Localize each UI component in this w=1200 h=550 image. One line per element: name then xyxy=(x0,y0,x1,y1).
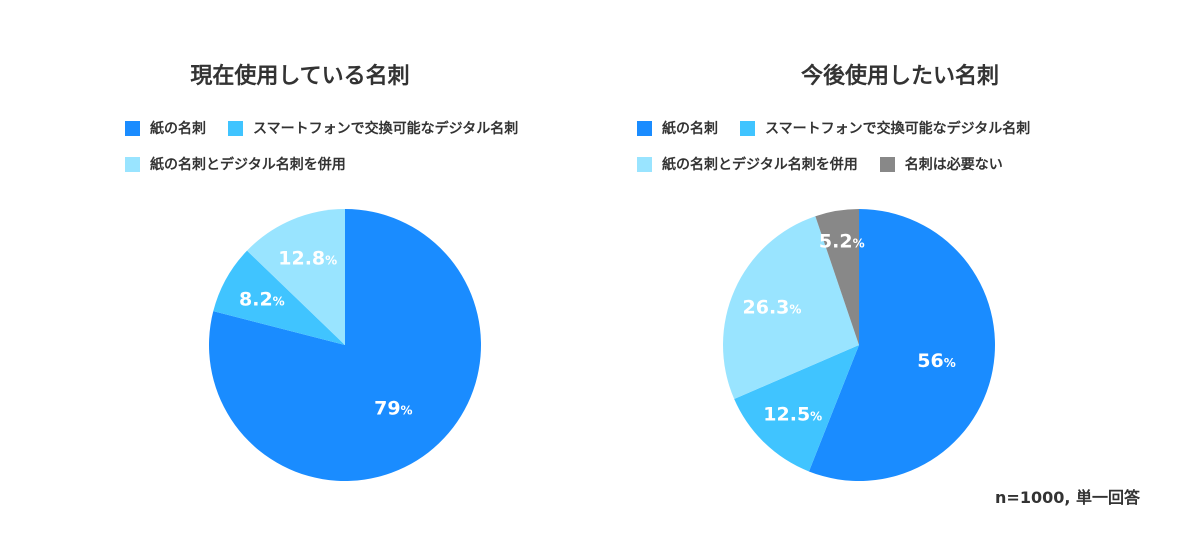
legend-item-paper: 紙の名刺 xyxy=(125,118,206,138)
chart-panel-current: 現在使用している名刺 紙の名刺 スマートフォンで交換可能なデジタル名刺 紙の名刺… xyxy=(125,64,595,481)
legend-row: 紙の名刺 スマートフォンで交換可能なデジタル名刺 xyxy=(125,118,595,138)
legend-label: スマートフォンで交換可能なデジタル名刺 xyxy=(765,121,1031,137)
legend-item-paper: 紙の名刺 xyxy=(637,118,718,138)
legend-swatch xyxy=(740,120,755,136)
chart-title: 今後使用したい名刺 xyxy=(800,64,999,89)
pie-chart-current: 79% 8.2% 12.8% xyxy=(209,209,481,481)
pie-slice-label: 8.2% xyxy=(239,289,285,311)
pie-slice xyxy=(723,216,859,400)
pie-slice xyxy=(213,250,345,345)
chart-title: 現在使用している名刺 xyxy=(190,64,410,89)
legend-swatch xyxy=(637,156,652,172)
legend-item-digital: スマートフォンで交換可能なデジタル名刺 xyxy=(740,118,1030,138)
legend-label: 紙の名刺 xyxy=(150,121,206,137)
pie-slice-label: 12.8% xyxy=(278,247,337,269)
legend-item-none: 名刺は必要ない xyxy=(879,154,1003,174)
legend-label: 紙の名刺とデジタル名刺を併用 xyxy=(662,157,858,173)
pie-slice-label: 26.3% xyxy=(743,296,802,318)
legend-row: 紙の名刺とデジタル名刺を併用 名刺は必要ない xyxy=(637,154,1107,174)
pie-slice xyxy=(815,209,859,345)
pie-chart-future: 56% 12.5% 26.3% 5.2% xyxy=(723,209,995,481)
chart-panel-future: 今後使用したい名刺 紙の名刺 スマートフォンで交換可能なデジタル名刺 紙の名刺と… xyxy=(600,0,1200,550)
legend-row: 紙の名刺とデジタル名刺を併用 xyxy=(125,154,595,174)
legend-swatch xyxy=(125,120,140,136)
pie-slice-label: 12.5% xyxy=(763,403,822,425)
legend-item-digital: スマートフォンで交換可能なデジタル名刺 xyxy=(228,118,518,138)
legend: 紙の名刺 スマートフォンで交換可能なデジタル名刺 紙の名刺とデジタル名刺を併用 xyxy=(125,118,595,190)
legend-swatch xyxy=(637,120,652,136)
pie-slice-label: 5.2% xyxy=(819,230,865,252)
legend-label: スマートフォンで交換可能なデジタル名刺 xyxy=(253,121,519,137)
pie-slice xyxy=(808,209,995,481)
pie-slice xyxy=(734,345,859,472)
pie-slice-label: 79% xyxy=(374,397,412,419)
legend-swatch xyxy=(228,120,243,136)
legend-label: 名刺は必要ない xyxy=(904,157,1003,173)
legend-item-both: 紙の名刺とデジタル名刺を併用 xyxy=(125,154,346,174)
legend-item-both: 紙の名刺とデジタル名刺を併用 xyxy=(637,154,858,174)
legend-label: 紙の名刺とデジタル名刺を併用 xyxy=(150,157,346,173)
legend-swatch xyxy=(125,156,140,172)
legend: 紙の名刺 スマートフォンで交換可能なデジタル名刺 紙の名刺とデジタル名刺を併用 … xyxy=(637,118,1107,190)
pie-slice-label: 56% xyxy=(917,350,955,372)
legend-row: 紙の名刺 スマートフォンで交換可能なデジタル名刺 xyxy=(637,118,1107,138)
legend-swatch xyxy=(879,156,895,172)
pie-slice xyxy=(247,209,345,345)
sample-size-note: n=1000, 単一回答 xyxy=(995,488,1140,507)
legend-label: 紙の名刺 xyxy=(662,121,718,137)
